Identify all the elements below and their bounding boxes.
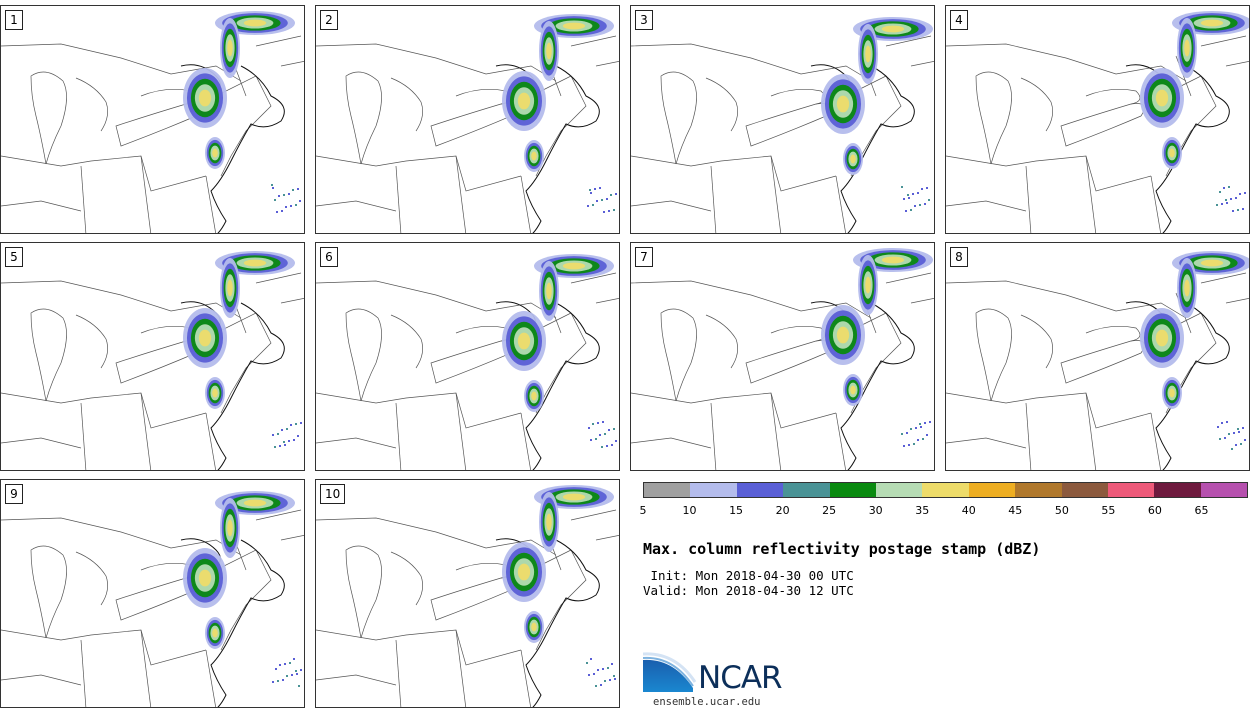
stamp-9: 9 — [0, 479, 305, 708]
stamp-1: 1 — [0, 5, 305, 234]
stamp-6: 6 — [315, 242, 620, 471]
colorbar-cell — [1061, 483, 1108, 497]
logo-text: NCAR — [698, 660, 783, 696]
colorbar-tick-label: 45 — [1008, 504, 1023, 517]
colorbar-ticks: 5 10 15 20 25 30 35 40 45 50 55 60 65 — [639, 504, 1248, 518]
ncar-logo-icon — [643, 652, 697, 692]
colorbar-tick-label: 40 — [961, 504, 976, 517]
map-1 — [1, 11, 304, 233]
colorbar-cell — [922, 483, 969, 497]
stamp-10: 10 — [315, 479, 620, 708]
stamp-label: 5 — [5, 247, 23, 267]
colorbar-cell — [690, 483, 737, 497]
colorbar-tick-label: 60 — [1147, 504, 1162, 517]
map-3 — [631, 17, 934, 233]
colorbar-cell — [1200, 483, 1248, 497]
stamp-label: 6 — [320, 247, 338, 267]
page-title: Max. column reflectivity postage stamp (… — [643, 540, 1041, 558]
stamp-8: 8 — [945, 242, 1250, 471]
colorbar-cell — [644, 483, 691, 497]
stamp-label: 4 — [950, 10, 968, 30]
colorbar-cell — [1154, 483, 1201, 497]
stamp-label: 8 — [950, 247, 968, 267]
colorbar-cell — [829, 483, 876, 497]
map-7 — [631, 248, 934, 470]
map-5 — [1, 251, 304, 470]
stamp-label: 1 — [5, 10, 23, 30]
colorbar-cell — [1107, 483, 1155, 497]
colorbar-tick-label: 35 — [915, 504, 930, 517]
colorbar-tick-label: 20 — [775, 504, 790, 517]
colorbar-cell — [736, 483, 784, 497]
colorbar-cell — [875, 483, 923, 497]
map-8 — [946, 251, 1249, 470]
colorbar-tick-label: 65 — [1194, 504, 1209, 517]
stamp-5: 5 — [0, 242, 305, 471]
map-4 — [946, 11, 1249, 233]
colorbar-tick-label: 5 — [639, 504, 647, 517]
stamp-label: 9 — [5, 484, 23, 504]
map-2 — [316, 14, 619, 233]
colorbar-cell — [1015, 483, 1062, 497]
map-9 — [1, 491, 304, 707]
map-6 — [316, 254, 619, 470]
stamp-3: 3 — [630, 5, 935, 234]
colorbar-cell — [968, 483, 1016, 497]
init-time: Init: Mon 2018-04-30 00 UTC — [643, 568, 854, 583]
colorbar-tick-label: 50 — [1054, 504, 1069, 517]
colorbar-cell — [783, 483, 830, 497]
colorbar-tick-label: 30 — [868, 504, 883, 517]
colorbar — [643, 482, 1248, 498]
stamp-label: 3 — [635, 10, 653, 30]
colorbar-tick-label: 10 — [682, 504, 697, 517]
stamp-4: 4 — [945, 5, 1250, 234]
site-url: ensemble.ucar.edu — [653, 696, 761, 708]
stamp-label: 10 — [320, 484, 346, 504]
colorbar-tick-label: 25 — [822, 504, 837, 517]
stamp-label: 2 — [320, 10, 338, 30]
colorbar-tick-label: 15 — [729, 504, 744, 517]
valid-time: Valid: Mon 2018-04-30 12 UTC — [643, 583, 854, 598]
stamp-2: 2 — [315, 5, 620, 234]
colorbar-tick-label: 55 — [1101, 504, 1116, 517]
map-10 — [316, 485, 619, 707]
stamp-label: 7 — [635, 247, 653, 267]
stamp-7: 7 — [630, 242, 935, 471]
